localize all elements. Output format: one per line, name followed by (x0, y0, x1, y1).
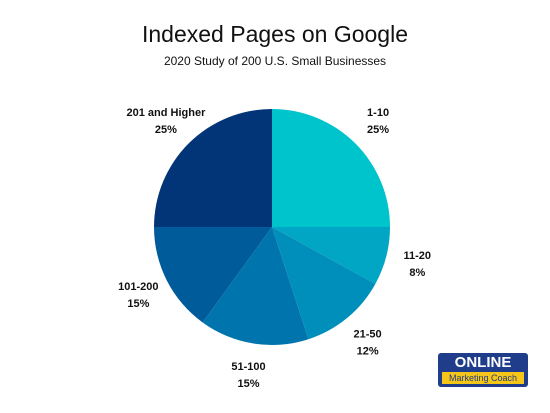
slice-label: 11-20 (404, 250, 432, 262)
pie-slice (272, 109, 390, 227)
slice-label: 51-100 (231, 361, 265, 373)
pie-slice (202, 227, 309, 345)
value-label: 15% (127, 298, 149, 310)
logo: ONLINE Marketing Coach (438, 353, 528, 387)
pie-slice (154, 109, 272, 227)
chart-title: Indexed Pages on Google (142, 21, 408, 47)
value-label: 25% (155, 124, 177, 136)
slice-label: 21-50 (354, 328, 382, 340)
slice-label: 1-10 (367, 107, 389, 119)
pie-slice (272, 227, 376, 340)
pie-slice (154, 227, 272, 323)
value-label: 15% (238, 378, 260, 390)
slice-label: 201 and Higher (127, 107, 207, 119)
pie-slice (272, 227, 390, 284)
logo-tagline: Marketing Coach (449, 373, 517, 383)
value-label: 12% (357, 345, 379, 357)
logo-band (442, 372, 524, 384)
slice-label: 101-200 (118, 281, 158, 293)
logo-name: ONLINE (455, 354, 512, 371)
value-label: 8% (409, 267, 425, 279)
value-label: 25% (367, 124, 389, 136)
chart-subtitle: 2020 Study of 200 U.S. Small Businesses (164, 54, 386, 68)
